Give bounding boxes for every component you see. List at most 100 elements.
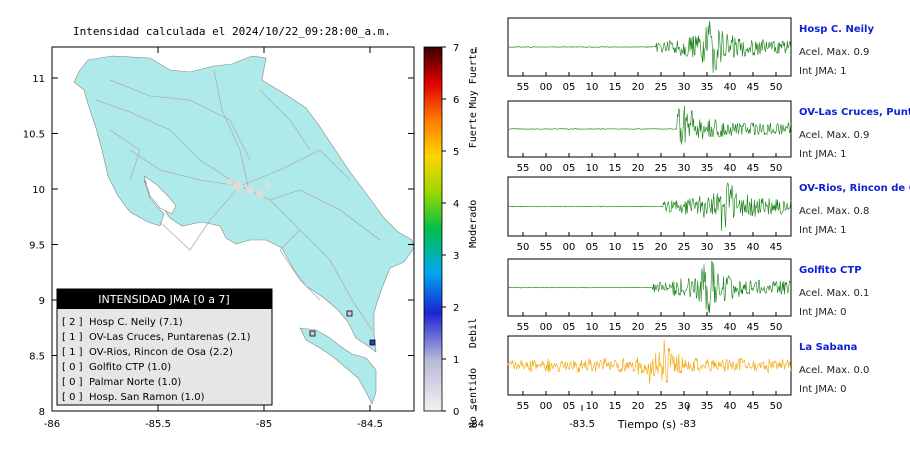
waveform-line — [507, 182, 792, 232]
legend-item-name: OV-Rios, Rincon de Osa (2.2) — [89, 347, 233, 358]
station-marker — [346, 310, 353, 317]
trace-x-tick-label: 50 — [517, 242, 530, 253]
colorbar-label: Muy Fuerte — [468, 48, 479, 108]
legend-header — [57, 289, 272, 309]
colorbar-gradient — [423, 46, 443, 412]
trace-x-tick-label: 20 — [632, 322, 645, 333]
trace-x-tick-label: 15 — [632, 242, 645, 253]
map-y-tick-label: 10.5 — [23, 130, 45, 141]
colorbar-tick-label: 4 — [453, 199, 459, 210]
legend-items: [ 2 ] Hosp C. Neily (7.1) [ 1 ] OV-Las Cruc… — [62, 317, 251, 403]
waveform-panels: 55 00 05 10 15 20 25 30 35 40 45 50 Hosp C. Neily Ace… — [507, 17, 910, 412]
trace-x-tick-label: 30 — [678, 401, 691, 412]
legend-item-level: [ 1 ] — [62, 332, 83, 343]
trace-x-tick-label: 10 — [586, 163, 599, 174]
trace-x-tick-label: 25 — [655, 401, 668, 412]
station-accel: Acel. Max. 0.0 — [799, 365, 869, 376]
trace-x-tick-label: 35 — [701, 163, 714, 174]
colorbar-ticks: 0 1 2 3 4 5 6 7 — [442, 43, 459, 418]
trace-x-tick-label: 50 — [770, 401, 783, 412]
trace-x-tick-label: 25 — [678, 242, 691, 253]
trace-x-tick-label: 30 — [678, 322, 691, 333]
costa-rica-landmass — [73, 55, 415, 353]
trace-x-tick-label: 00 — [540, 82, 553, 93]
map-y-tick-label: 9.5 — [29, 241, 45, 252]
trace-frame — [507, 335, 792, 396]
trace-x-tick-label: 30 — [678, 82, 691, 93]
map-y-tick-label: 8.5 — [29, 352, 45, 363]
legend-item-level: [ 2 ] — [62, 317, 83, 328]
map-x-tick-label: -84 — [468, 419, 484, 430]
legend-item-level: [ 0 ] — [62, 392, 83, 403]
trace-x-tick-label: 35 — [701, 401, 714, 412]
map-y-axis: 11 10.5 10 9.5 9 8.5 8 — [23, 74, 414, 418]
trace-panel: 55 00 05 10 15 20 25 30 35 40 45 50 OV-Las Cruces, P… — [507, 100, 910, 174]
map-y-tick-label: 11 — [32, 74, 45, 85]
map-frame — [51, 46, 415, 412]
station-name: Hosp C. Neily — [799, 24, 874, 35]
city-cluster — [227, 179, 271, 198]
trace-x-tick-label: 30 — [678, 163, 691, 174]
trace-x-tick-label: 05 — [563, 322, 576, 333]
trace-x-tick-label: 00 — [540, 163, 553, 174]
colorbar-tick-label: 0 — [453, 407, 459, 418]
trace-x-tick-label: 15 — [609, 82, 622, 93]
trace-panel: 55 00 05 10 15 20 25 30 35 40 45 50 Golfito CTP Acel.… — [507, 258, 869, 333]
map-x-tick-label: -84.5 — [357, 419, 383, 430]
legend-title: INTENSIDAD JMA [0 a 7] — [98, 293, 229, 306]
trace-x-tick-label: 35 — [701, 82, 714, 93]
trace-x-tick-label: 45 — [747, 401, 760, 412]
trace-x-tick-label: 10 — [586, 82, 599, 93]
trace-x-tick-label: 20 — [655, 242, 668, 253]
station-marker — [369, 339, 376, 346]
colorbar-label: No sentido — [468, 368, 479, 428]
trace-x-tick-label: 55 — [517, 163, 530, 174]
trace-x-tick-label: 50 — [770, 322, 783, 333]
trace-x-tick-label: 10 — [586, 322, 599, 333]
station-accel: Acel. Max. 0.1 — [799, 288, 869, 299]
colorbar: 0 1 2 3 4 5 6 7 No sentido Debil Moderado Fuerte Mu… — [423, 43, 479, 428]
trace-x-tick-label: 45 — [770, 242, 783, 253]
trace-x-tick-label: 40 — [724, 82, 737, 93]
colorbar-tick-label: 5 — [453, 147, 459, 158]
trace-x-tick-label: 45 — [747, 322, 760, 333]
map-x-tick-label: -83 — [680, 419, 696, 430]
station-intensity: Int JMA: 1 — [799, 66, 847, 77]
trace-x-tick-label: 55 — [517, 82, 530, 93]
trace-x-tick-label: 20 — [632, 401, 645, 412]
waveform-line — [507, 105, 792, 145]
trace-x-tick-label: 50 — [770, 82, 783, 93]
legend-item-name: OV-Las Cruces, Puntarenas (2.1) — [89, 332, 251, 343]
trace-x-tick-label: 00 — [540, 322, 553, 333]
trace-x-tick-label: 10 — [609, 242, 622, 253]
legend-item-level: [ 0 ] — [62, 377, 83, 388]
trace-x-tick-label: 55 — [517, 401, 530, 412]
map-y-tick-label: 9 — [39, 296, 45, 307]
station-marker — [309, 330, 316, 337]
trace-x-tick-label: 05 — [563, 82, 576, 93]
map-x-tick-label: -83.5 — [569, 419, 595, 430]
map-y-tick-label: 10 — [32, 185, 45, 196]
legend-item-name: Hosp C. Neily (7.1) — [89, 317, 183, 328]
station-accel: Acel. Max. 0.9 — [799, 47, 869, 58]
trace-x-tick-label: 40 — [724, 163, 737, 174]
station-intensity: Int JMA: 0 — [799, 384, 847, 395]
waveform-line — [507, 339, 792, 384]
trace-x-tick-label: 30 — [701, 242, 714, 253]
road-network — [95, 69, 381, 331]
legend-item-name: Golfito CTP (1.0) — [89, 362, 171, 373]
station-name: La Sabana — [799, 342, 857, 353]
trace-x-tick-label: 40 — [724, 401, 737, 412]
map-x-tick-label: -86 — [44, 419, 60, 430]
trace-x-tick-label: 45 — [747, 163, 760, 174]
trace-x-tick-label: 05 — [563, 401, 576, 412]
trace-x-tick-label: 05 — [586, 242, 599, 253]
map-x-tick-label: -85 — [256, 419, 272, 430]
trace-x-tick-label: 45 — [747, 82, 760, 93]
colorbar-tick-label: 2 — [453, 303, 459, 314]
colorbar-labels: No sentido Debil Moderado Fuerte Muy Fuerte — [468, 48, 479, 428]
trace-x-tick-label: 05 — [563, 163, 576, 174]
osa-peninsula — [299, 327, 377, 405]
colorbar-label: Fuerte — [468, 112, 479, 148]
trace-x-tick-label: 15 — [609, 322, 622, 333]
